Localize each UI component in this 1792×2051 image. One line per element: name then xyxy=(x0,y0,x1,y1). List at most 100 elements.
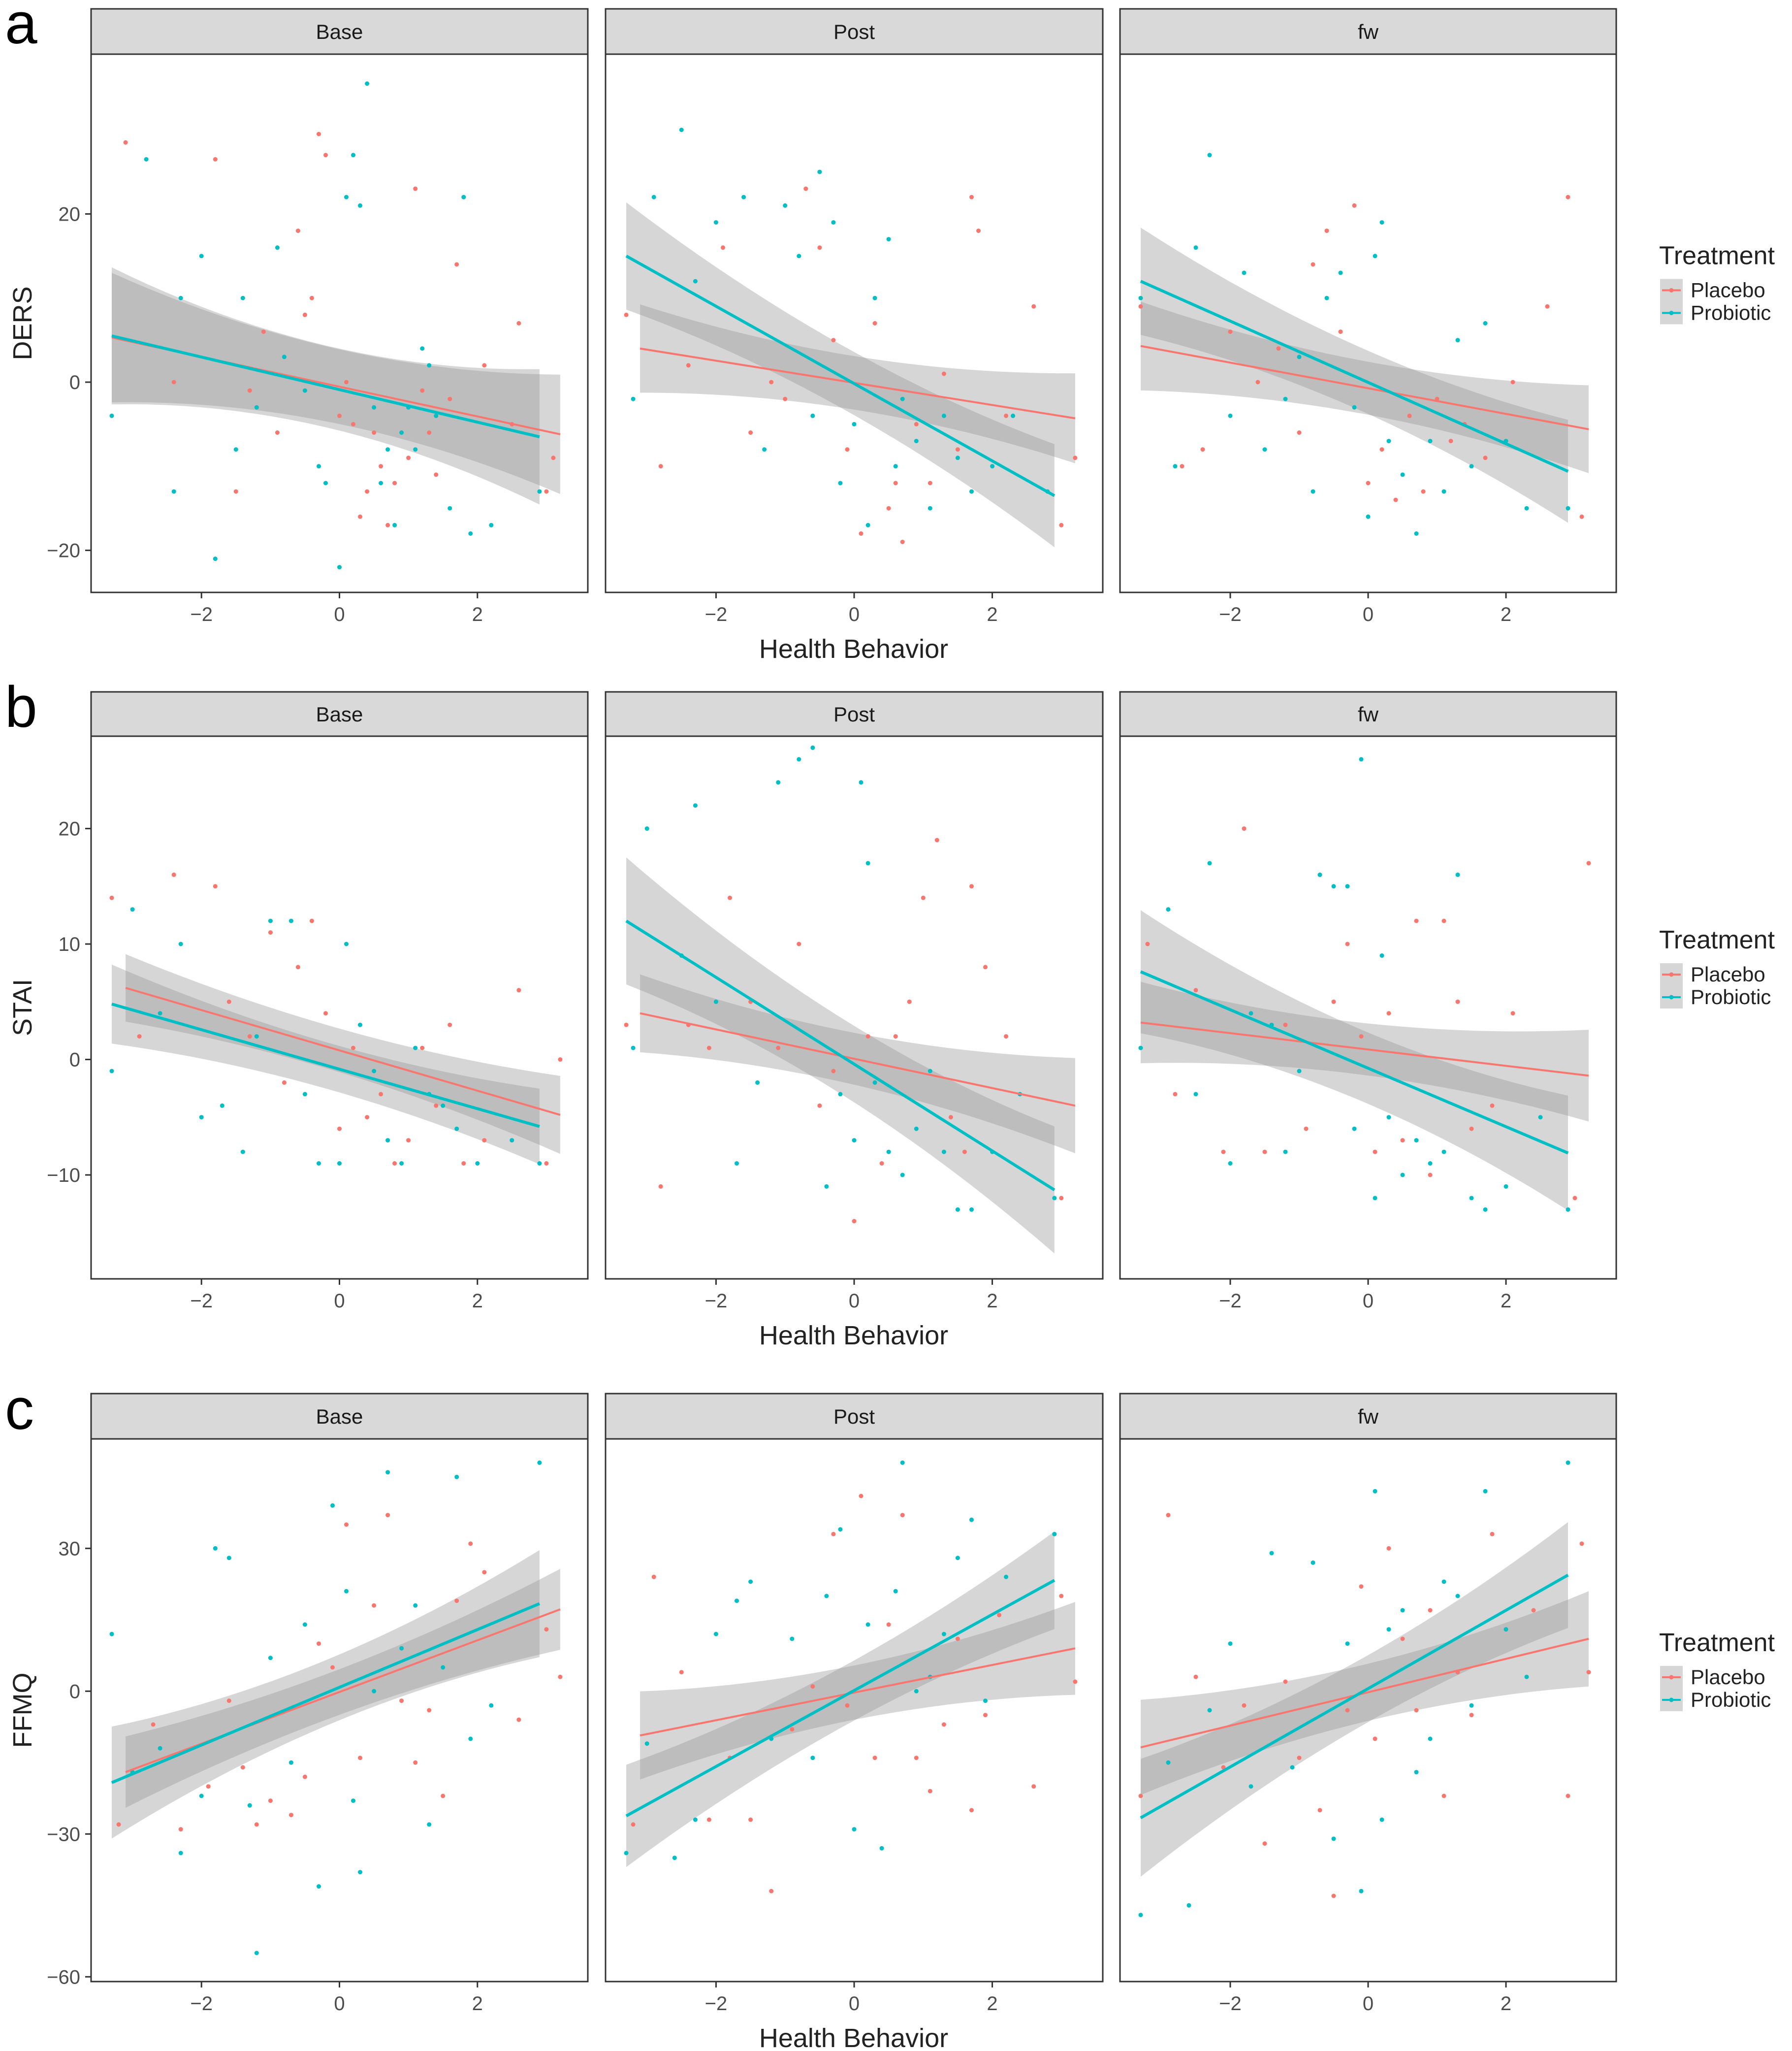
data-point-probiotic xyxy=(1207,153,1212,158)
y-tick-label: 10 xyxy=(59,934,81,955)
data-point-placebo xyxy=(116,1822,121,1827)
data-point-placebo xyxy=(365,489,370,494)
data-point-placebo xyxy=(1317,1808,1322,1813)
data-point-placebo xyxy=(420,1045,425,1050)
data-point-probiotic xyxy=(1414,1770,1419,1775)
legend-key-point-placebo xyxy=(1669,972,1674,977)
data-point-probiotic xyxy=(399,1161,404,1166)
data-point-placebo xyxy=(928,1789,932,1793)
data-point-probiotic xyxy=(413,1045,418,1050)
data-point-probiotic xyxy=(1352,1126,1357,1131)
data-point-placebo xyxy=(1510,1011,1515,1016)
data-point-probiotic xyxy=(941,1149,946,1154)
facet-strip-label: fw xyxy=(1358,703,1379,726)
facet-strip xyxy=(1119,691,1617,737)
regression-line-placebo xyxy=(125,987,561,1116)
data-point-probiotic xyxy=(1138,295,1143,300)
data-point-placebo xyxy=(379,1092,384,1097)
data-point-probiotic xyxy=(644,826,649,831)
facet-strip-label: fw xyxy=(1358,20,1379,43)
data-point-probiotic xyxy=(941,413,946,418)
data-point-probiotic xyxy=(914,1689,919,1693)
data-point-probiotic xyxy=(741,195,746,199)
data-point-placebo xyxy=(454,1598,459,1603)
data-point-probiotic xyxy=(893,464,898,469)
data-point-placebo xyxy=(1469,1713,1474,1718)
data-point-probiotic xyxy=(1352,405,1357,410)
panel-letter: c xyxy=(5,1377,34,1442)
data-point-placebo xyxy=(302,1774,307,1779)
data-point-probiotic xyxy=(651,195,656,199)
data-point-probiotic xyxy=(358,203,362,208)
data-point-probiotic xyxy=(413,1603,418,1608)
data-point-probiotic xyxy=(693,1817,698,1822)
legend-key-point-probiotic xyxy=(1669,1697,1674,1702)
data-point-probiotic xyxy=(365,81,370,86)
data-point-probiotic xyxy=(624,1851,629,1856)
facet-post: Post −2 0 2 xyxy=(605,8,1104,625)
data-point-probiotic xyxy=(537,1161,542,1166)
data-point-placebo xyxy=(1304,1126,1309,1131)
data-point-probiotic xyxy=(1338,270,1343,275)
data-point-probiotic xyxy=(268,1656,273,1660)
data-point-probiotic xyxy=(838,481,843,486)
data-point-probiotic xyxy=(1524,1674,1529,1679)
data-point-probiotic xyxy=(1324,295,1329,300)
data-point-probiotic xyxy=(900,396,905,401)
data-point-probiotic xyxy=(1386,1627,1391,1632)
data-point-placebo xyxy=(1331,999,1336,1004)
data-point-probiotic xyxy=(288,1760,293,1765)
data-point-placebo xyxy=(1059,522,1064,527)
data-point-placebo xyxy=(845,447,850,452)
data-point-probiotic xyxy=(1052,1196,1057,1201)
chart-row-c: c FFMQ Health Behavior Base −2 0 2 −60 −30 0 30 Pos… xyxy=(5,1377,1775,2051)
facet-strip-label: Base xyxy=(316,1405,363,1428)
data-point-placebo xyxy=(879,1161,884,1166)
data-point-placebo xyxy=(295,228,300,233)
data-point-probiotic xyxy=(1400,1608,1405,1613)
panel-background xyxy=(91,54,588,592)
data-point-placebo xyxy=(1324,228,1329,233)
data-point-placebo xyxy=(337,413,342,418)
data-point-probiotic xyxy=(1166,1760,1171,1765)
x-tick-label: 2 xyxy=(987,1290,997,1312)
data-point-placebo xyxy=(1572,1196,1577,1201)
data-point-placebo xyxy=(776,1045,781,1050)
data-point-placebo xyxy=(399,1698,404,1703)
data-point-placebo xyxy=(137,1034,142,1039)
data-point-placebo xyxy=(372,1603,377,1608)
legend-key-point-placebo xyxy=(1669,1675,1674,1680)
data-point-probiotic xyxy=(1004,1574,1009,1579)
data-point-placebo xyxy=(261,329,266,334)
panel-background xyxy=(606,1439,1103,1982)
data-point-probiotic xyxy=(268,918,273,923)
panel-background xyxy=(91,736,588,1279)
data-point-probiotic xyxy=(302,1092,307,1097)
data-point-probiotic xyxy=(838,1092,843,1097)
data-point-placebo xyxy=(658,464,663,469)
data-point-probiotic xyxy=(1379,953,1384,958)
y-tick-label: 30 xyxy=(59,1538,81,1560)
data-point-probiotic xyxy=(810,745,815,750)
data-point-placebo xyxy=(1166,1513,1171,1518)
facet-fw: fw −2 0 2 xyxy=(1119,8,1617,625)
data-point-probiotic xyxy=(1242,270,1247,275)
data-point-probiotic xyxy=(144,157,149,162)
data-point-placebo xyxy=(330,1665,335,1670)
data-point-placebo xyxy=(969,195,974,199)
data-point-probiotic xyxy=(797,254,801,259)
data-point-probiotic xyxy=(1504,1184,1508,1189)
data-point-probiotic xyxy=(1248,1011,1253,1016)
data-point-probiotic xyxy=(955,1556,960,1561)
panel-background xyxy=(1120,1439,1616,1982)
data-point-placebo xyxy=(406,456,411,460)
data-point-placebo xyxy=(914,1756,919,1760)
data-point-probiotic xyxy=(413,447,418,452)
x-tick-label: −2 xyxy=(1219,1993,1242,2015)
data-point-placebo xyxy=(1490,1103,1495,1108)
data-point-probiotic xyxy=(1386,439,1391,444)
data-point-placebo xyxy=(1566,1793,1570,1798)
panel-background xyxy=(1120,54,1616,592)
data-point-probiotic xyxy=(1483,1207,1488,1212)
data-point-probiotic xyxy=(824,1184,829,1189)
